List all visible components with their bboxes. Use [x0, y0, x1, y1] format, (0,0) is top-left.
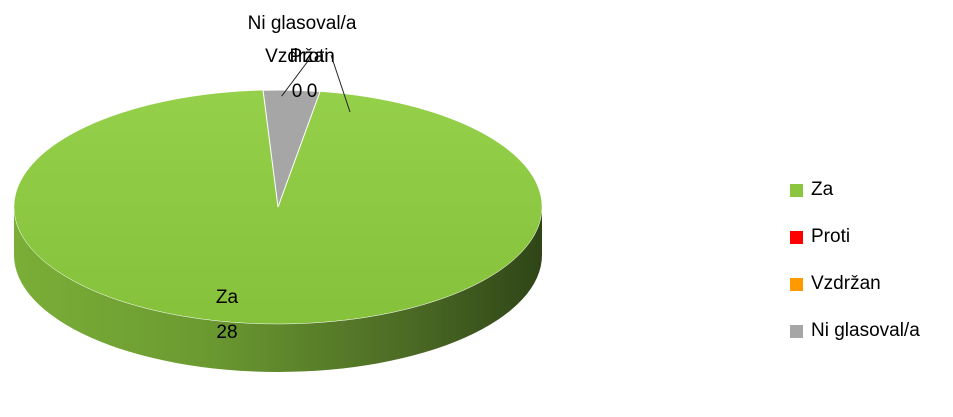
legend-item-vzdrzan: Vzdržan: [790, 272, 953, 296]
leader-line-proti: [330, 54, 351, 113]
data-label-proti-value: 0: [307, 81, 318, 102]
legend-label-vzdrzan: Vzdržan: [811, 273, 881, 294]
legend-item-proti: Proti: [790, 225, 953, 249]
legend-label-ni-glasoval: Ni glasoval/a: [811, 320, 920, 341]
data-label-vzdrzan-category: Vzdržan: [265, 46, 335, 67]
leader-lines: [281, 54, 351, 113]
data-label-vzdrzan-value: 0: [292, 81, 303, 102]
legend-item-ni-glasoval: Ni glasoval/a: [790, 319, 953, 343]
pie-slice-ni-glasoval-a: [262, 89, 321, 208]
leader-line-ni-glasoval: [281, 56, 312, 97]
legend-swatch-vzdrzan: [790, 277, 803, 291]
data-label-za-category: Za: [216, 287, 239, 308]
legend-swatch-za: [790, 183, 803, 197]
pie-side-za: [14, 207, 542, 372]
chart-legend: Za Proti Vzdržan Ni glasoval/a: [790, 178, 953, 366]
data-label-za-value: 28: [216, 322, 237, 343]
legend-label-proti: Proti: [811, 226, 851, 247]
legend-swatch-ni-glasoval: [790, 324, 803, 338]
legend-label-za: Za: [811, 179, 834, 200]
legend-item-za: Za: [790, 178, 953, 202]
data-label-proti-category: Proti: [289, 46, 328, 67]
legend-swatch-proti: [790, 230, 803, 244]
data-label-ni-glasoval-category: Ni glasoval/a: [248, 13, 357, 34]
pie-top-layer: [13, 89, 543, 325]
pie-side-layer: [14, 207, 542, 372]
